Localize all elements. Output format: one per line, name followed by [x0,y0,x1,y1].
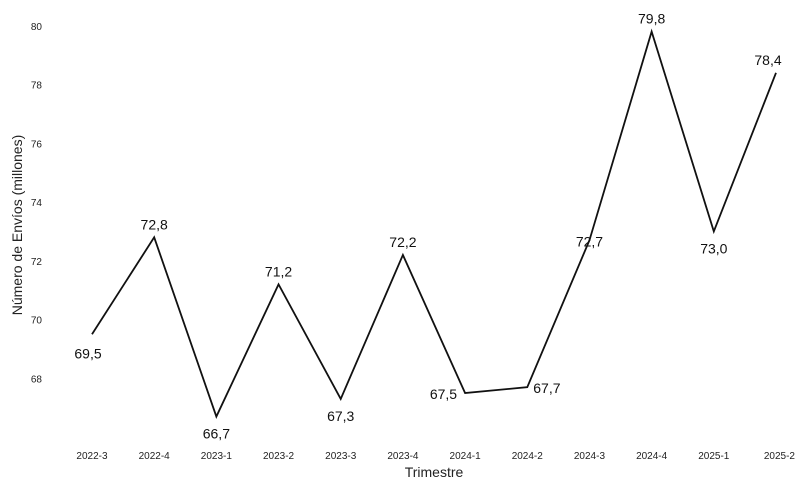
data-label: 78,4 [754,52,781,68]
x-tick-label: 2023-3 [325,451,357,462]
x-tick-label: 2023-2 [263,451,295,462]
x-tick-label: 2024-4 [636,451,668,462]
x-tick-label: 2023-4 [387,451,419,462]
data-label: 72,8 [141,216,168,232]
y-tick-label: 76 [31,139,43,150]
data-label: 79,8 [638,11,665,27]
x-tick-label: 2023-1 [201,451,233,462]
data-label: 67,5 [430,386,457,402]
x-tick-label: 2022-4 [139,451,171,462]
data-label: 72,2 [389,234,416,250]
x-tick-label: 2024-1 [450,451,482,462]
data-labels: 69,5 72,8 66,7 71,2 67,3 72,2 67,5 67,7 72,7 79,8… [74,11,781,442]
data-label: 67,7 [533,380,560,396]
series-line-group [91,28,777,419]
y-axis-title: Número de Envíos (millones) [9,135,25,316]
data-label: 71,2 [265,263,292,279]
x-tick-label: 2025-1 [698,451,730,462]
data-label: 69,5 [74,345,101,361]
x-tick-label: 2024-2 [512,451,544,462]
x-axis-ticks: 2022-3 2022-4 2023-1 2023-2 2023-3 2023-4 2024… [76,451,795,462]
x-tick-label: 2025-2 [764,451,796,462]
data-label: 67,3 [327,408,354,424]
data-label: 66,7 [203,426,230,442]
y-tick-label: 68 [31,374,43,385]
data-label: 72,7 [576,233,603,249]
y-tick-label: 78 [31,81,43,92]
x-tick-label: 2024-3 [574,451,606,462]
y-tick-label: 74 [31,198,43,209]
x-tick-label: 2022-3 [76,451,108,462]
data-label: 73,0 [700,240,727,256]
series-line [91,28,777,419]
y-tick-label: 80 [31,22,43,33]
x-axis-title: Trimestre [405,464,464,480]
y-axis-ticks: 68 70 72 74 76 78 80 [31,22,43,386]
y-tick-label: 72 [31,257,43,268]
y-tick-label: 70 [31,316,43,327]
